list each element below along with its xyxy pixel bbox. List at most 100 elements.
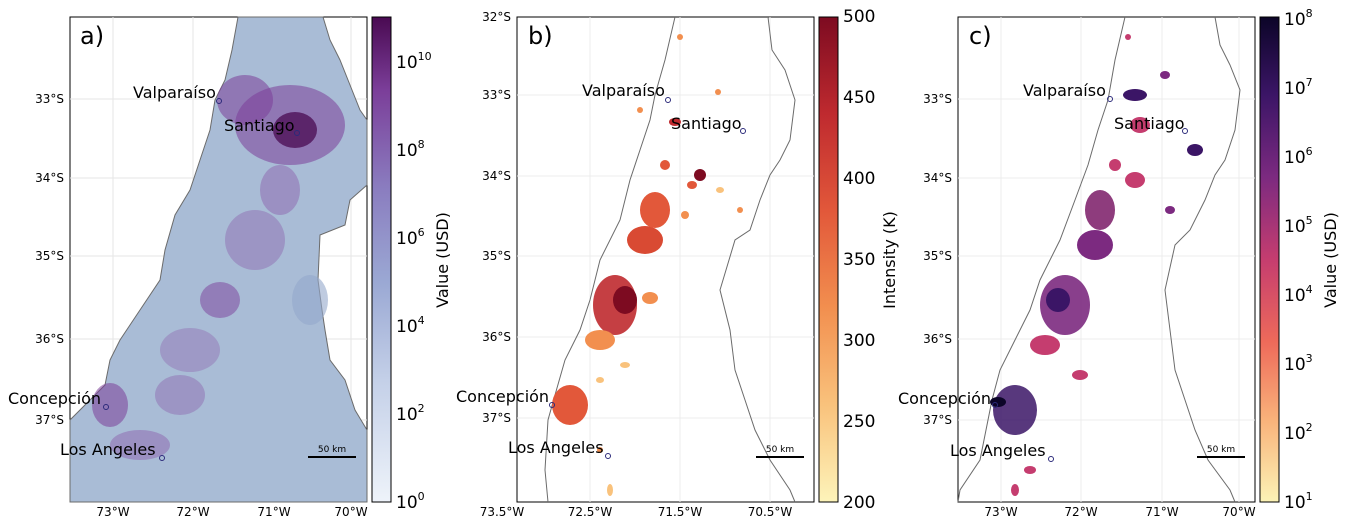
city-marker-concepcion <box>103 404 109 410</box>
lat-ticks: 32°S 33°S 34°S 35°S 36°S 37°S <box>482 10 511 425</box>
lon-tick: 72°W <box>1064 505 1097 519</box>
cbar-tick: 108 <box>1284 7 1313 30</box>
panel-c-coastline <box>957 16 1126 503</box>
city-marker-valparaiso <box>665 97 671 103</box>
panel-b-coastline <box>544 16 676 503</box>
lat-tick: 35°S <box>35 249 64 263</box>
lon-ticks: 73°W 72°W 71°W 70°W <box>96 505 367 519</box>
lon-tick: 73°W <box>984 505 1017 519</box>
panel-c-hotspots <box>990 34 1203 496</box>
lon-tick: 70°W <box>1222 505 1255 519</box>
cbar-tick: 101 <box>1284 490 1313 513</box>
cbar-tick: 500 <box>843 7 875 27</box>
city-marker-los-angeles <box>605 453 611 459</box>
lat-ticks: 33°S 34°S 35°S 36°S 37°S <box>923 92 952 427</box>
city-label-santiago: Santiago <box>224 116 295 135</box>
lon-ticks: 73.5°W 72.5°W 71.5°W 70.5°W <box>480 505 793 519</box>
lat-tick: 33°S <box>35 92 64 106</box>
lat-tick: 37°S <box>35 413 64 427</box>
city-label-santiago: Santiago <box>671 114 742 133</box>
cbar-tick: 105 <box>1284 214 1313 237</box>
lat-tick: 35°S <box>482 249 511 263</box>
lat-tick: 36°S <box>35 332 64 346</box>
city-marker-santiago <box>740 128 746 134</box>
lat-tick: 36°S <box>482 330 511 344</box>
colorbar-b-label: Intensity (K) <box>880 211 899 309</box>
lon-tick: 70°W <box>334 505 367 519</box>
cbar-tick: 106 <box>396 226 425 249</box>
lat-tick: 34°S <box>35 171 64 185</box>
panel-a: Valparaíso Santiago Concepción Los Angel… <box>8 16 450 519</box>
panel-b-gridlines <box>517 17 814 502</box>
city-marker-valparaiso <box>1107 96 1113 102</box>
city-label-santiago: Santiago <box>1114 114 1185 133</box>
panel-a-density <box>92 75 345 460</box>
panel-c: Valparaíso Santiago Concepción Los Angel… <box>898 7 1340 519</box>
scalebar-label: 50 km <box>766 445 794 455</box>
city-marker-santiago <box>294 130 300 136</box>
city-marker-concepcion <box>549 402 555 408</box>
panel-b-frame <box>516 16 815 503</box>
panel-b-border <box>719 16 796 503</box>
lat-ticks: 33°S 34°S 35°S 36°S 37°S <box>35 92 64 427</box>
cbar-tick: 450 <box>843 88 875 108</box>
city-label-valparaiso: Valparaíso <box>133 83 216 102</box>
city-label-los-angeles: Los Angeles <box>508 438 604 457</box>
lon-tick: 71°W <box>257 505 290 519</box>
panel-label: c) <box>969 22 992 50</box>
lat-tick: 34°S <box>482 169 511 183</box>
cbar-tick: 104 <box>396 314 425 337</box>
city-label-los-angeles: Los Angeles <box>950 441 1046 460</box>
cbar-tick: 400 <box>843 169 875 189</box>
cbar-tick: 300 <box>843 331 875 351</box>
lat-tick: 37°S <box>923 413 952 427</box>
panel-b: Valparaíso Santiago Concepción Los Angel… <box>456 7 899 519</box>
lon-tick: 71°W <box>1145 505 1178 519</box>
lat-tick: 33°S <box>482 88 511 102</box>
cbar-tick: 102 <box>396 402 425 425</box>
city-marker-los-angeles <box>1048 456 1054 462</box>
lon-tick: 72°W <box>176 505 209 519</box>
lon-tick: 73°W <box>96 505 129 519</box>
colorbar-c-ticks: 101 102 103 104 105 106 107 108 <box>1284 7 1313 513</box>
colorbar-a-label: Value (USD) <box>433 212 450 308</box>
scalebar-label: 50 km <box>1207 445 1235 455</box>
city-label-valparaiso: Valparaíso <box>1023 81 1106 100</box>
colorbar-c <box>1259 16 1280 503</box>
lon-tick: 70.5°W <box>748 505 793 519</box>
scalebar-label: 50 km <box>318 445 346 455</box>
cbar-tick: 350 <box>843 250 875 270</box>
lat-tick: 34°S <box>923 171 952 185</box>
city-marker-santiago <box>1182 128 1188 134</box>
panel-c-border <box>1164 16 1241 503</box>
city-label-valparaiso: Valparaíso <box>582 81 665 100</box>
city-marker-los-angeles <box>159 455 165 461</box>
city-label-concepcion: Concepción <box>8 389 101 408</box>
city-label-concepcion: Concepción <box>456 387 549 406</box>
lat-tick: 32°S <box>482 10 511 24</box>
lat-tick: 35°S <box>923 249 952 263</box>
cbar-tick: 102 <box>1284 421 1313 444</box>
panel-b-hotspots <box>552 34 743 496</box>
cbar-tick: 103 <box>1284 352 1313 375</box>
city-marker-valparaiso <box>216 98 222 104</box>
cbar-tick: 250 <box>843 412 875 432</box>
panel-a-axes: Valparaíso Santiago Concepción Los Angel… <box>8 16 368 503</box>
lat-tick: 33°S <box>923 92 952 106</box>
cbar-tick: 1010 <box>396 50 432 73</box>
lat-tick: 36°S <box>923 332 952 346</box>
cbar-tick: 107 <box>1284 76 1313 99</box>
lon-tick: 73.5°W <box>480 505 525 519</box>
city-marker-concepcion <box>992 402 998 408</box>
lon-ticks: 73°W 72°W 71°W 70°W <box>984 505 1255 519</box>
colorbar-a <box>371 16 392 503</box>
colorbar-b-ticks: 200 250 300 350 400 450 500 <box>843 7 875 513</box>
city-label-concepcion: Concepción <box>898 389 991 408</box>
cbar-tick: 200 <box>843 493 875 513</box>
colorbar-b <box>818 16 839 503</box>
cbar-tick: 108 <box>396 138 425 161</box>
lon-tick: 71.5°W <box>658 505 703 519</box>
cbar-tick: 100 <box>396 490 425 513</box>
cbar-tick: 104 <box>1284 283 1313 306</box>
lat-tick: 37°S <box>482 411 511 425</box>
